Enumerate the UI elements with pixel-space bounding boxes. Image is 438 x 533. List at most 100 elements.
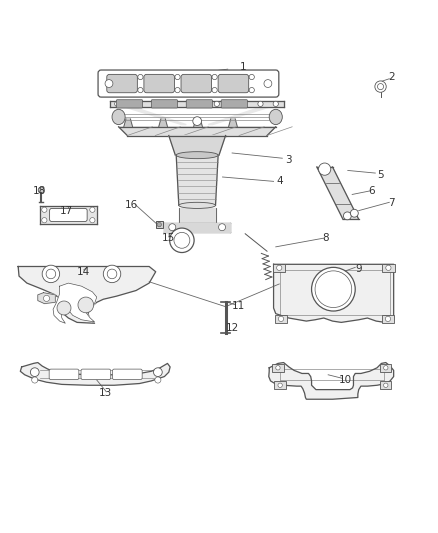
Circle shape [138, 87, 143, 93]
FancyBboxPatch shape [151, 100, 177, 108]
Text: 13: 13 [99, 388, 112, 398]
Circle shape [194, 101, 200, 107]
Circle shape [219, 224, 226, 231]
Polygon shape [169, 135, 226, 155]
Polygon shape [229, 119, 237, 127]
Circle shape [42, 265, 60, 282]
Circle shape [170, 101, 176, 107]
Text: 1: 1 [240, 61, 246, 71]
Text: 12: 12 [226, 322, 239, 333]
Text: 2: 2 [388, 71, 395, 82]
Circle shape [350, 209, 358, 217]
Circle shape [278, 383, 283, 387]
Circle shape [155, 101, 160, 107]
Circle shape [138, 75, 143, 79]
Circle shape [175, 87, 180, 93]
Circle shape [276, 366, 280, 370]
Polygon shape [20, 362, 170, 385]
Circle shape [277, 265, 282, 270]
Polygon shape [119, 127, 276, 135]
Circle shape [90, 217, 95, 223]
Circle shape [343, 212, 351, 220]
Polygon shape [110, 101, 285, 107]
Polygon shape [38, 293, 55, 304]
Polygon shape [317, 167, 359, 220]
Circle shape [273, 101, 279, 107]
Text: 11: 11 [232, 301, 245, 311]
Circle shape [212, 75, 217, 79]
Bar [382, 264, 395, 272]
Circle shape [258, 101, 263, 107]
Polygon shape [18, 266, 155, 323]
Circle shape [384, 383, 388, 387]
Bar [380, 364, 392, 372]
Polygon shape [40, 206, 97, 224]
Text: 14: 14 [77, 266, 90, 277]
Circle shape [378, 84, 384, 90]
Ellipse shape [179, 203, 215, 208]
Circle shape [115, 101, 120, 107]
Text: 4: 4 [277, 176, 283, 187]
Circle shape [175, 75, 180, 79]
Polygon shape [176, 155, 218, 205]
Circle shape [193, 117, 201, 125]
Circle shape [169, 224, 176, 231]
Circle shape [212, 87, 217, 93]
Polygon shape [124, 119, 133, 127]
Bar [382, 315, 394, 323]
FancyBboxPatch shape [81, 369, 111, 379]
Circle shape [107, 269, 117, 279]
Polygon shape [53, 283, 97, 323]
FancyBboxPatch shape [49, 208, 87, 222]
FancyBboxPatch shape [98, 70, 279, 97]
FancyBboxPatch shape [107, 75, 138, 93]
Polygon shape [125, 107, 186, 125]
Circle shape [214, 101, 219, 107]
Circle shape [311, 268, 355, 311]
Circle shape [30, 368, 39, 376]
Text: 5: 5 [377, 170, 384, 180]
Text: 16: 16 [125, 200, 138, 211]
Bar [272, 364, 284, 372]
FancyBboxPatch shape [49, 369, 79, 379]
Polygon shape [164, 223, 230, 231]
Circle shape [238, 101, 244, 107]
Circle shape [318, 163, 331, 175]
Text: 9: 9 [355, 264, 362, 273]
FancyBboxPatch shape [144, 75, 174, 93]
Circle shape [78, 297, 94, 313]
Circle shape [174, 232, 190, 248]
Circle shape [249, 75, 254, 79]
Circle shape [46, 269, 56, 279]
Circle shape [134, 101, 139, 107]
Polygon shape [179, 208, 215, 225]
Circle shape [157, 222, 161, 227]
Circle shape [375, 81, 386, 92]
FancyBboxPatch shape [181, 75, 212, 93]
Bar [155, 221, 162, 228]
Circle shape [153, 368, 162, 376]
Text: 7: 7 [388, 198, 395, 208]
Circle shape [264, 79, 272, 87]
Circle shape [155, 377, 161, 383]
Circle shape [105, 79, 113, 87]
Circle shape [384, 366, 388, 370]
Text: 18: 18 [32, 187, 46, 196]
Circle shape [385, 316, 391, 321]
Bar [380, 381, 392, 389]
FancyBboxPatch shape [221, 100, 247, 108]
Circle shape [32, 377, 38, 383]
Ellipse shape [112, 109, 125, 125]
FancyBboxPatch shape [117, 100, 143, 108]
Text: 8: 8 [323, 233, 329, 243]
Circle shape [386, 265, 391, 270]
Circle shape [279, 316, 284, 321]
Circle shape [170, 228, 194, 253]
Circle shape [38, 187, 44, 193]
Circle shape [315, 271, 352, 308]
Circle shape [42, 217, 47, 223]
Bar [275, 381, 286, 389]
Text: 3: 3 [286, 155, 292, 165]
Polygon shape [159, 119, 167, 127]
Bar [275, 315, 287, 323]
